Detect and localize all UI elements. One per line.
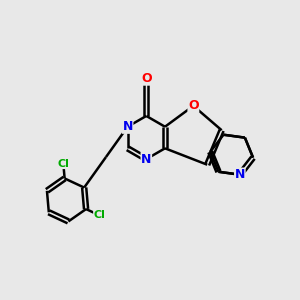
Text: N: N [141,153,152,166]
Text: O: O [141,72,152,85]
Text: Cl: Cl [57,158,69,169]
Text: O: O [188,99,199,112]
Text: N: N [235,168,245,181]
Text: Cl: Cl [94,210,106,220]
Text: N: N [122,120,133,133]
